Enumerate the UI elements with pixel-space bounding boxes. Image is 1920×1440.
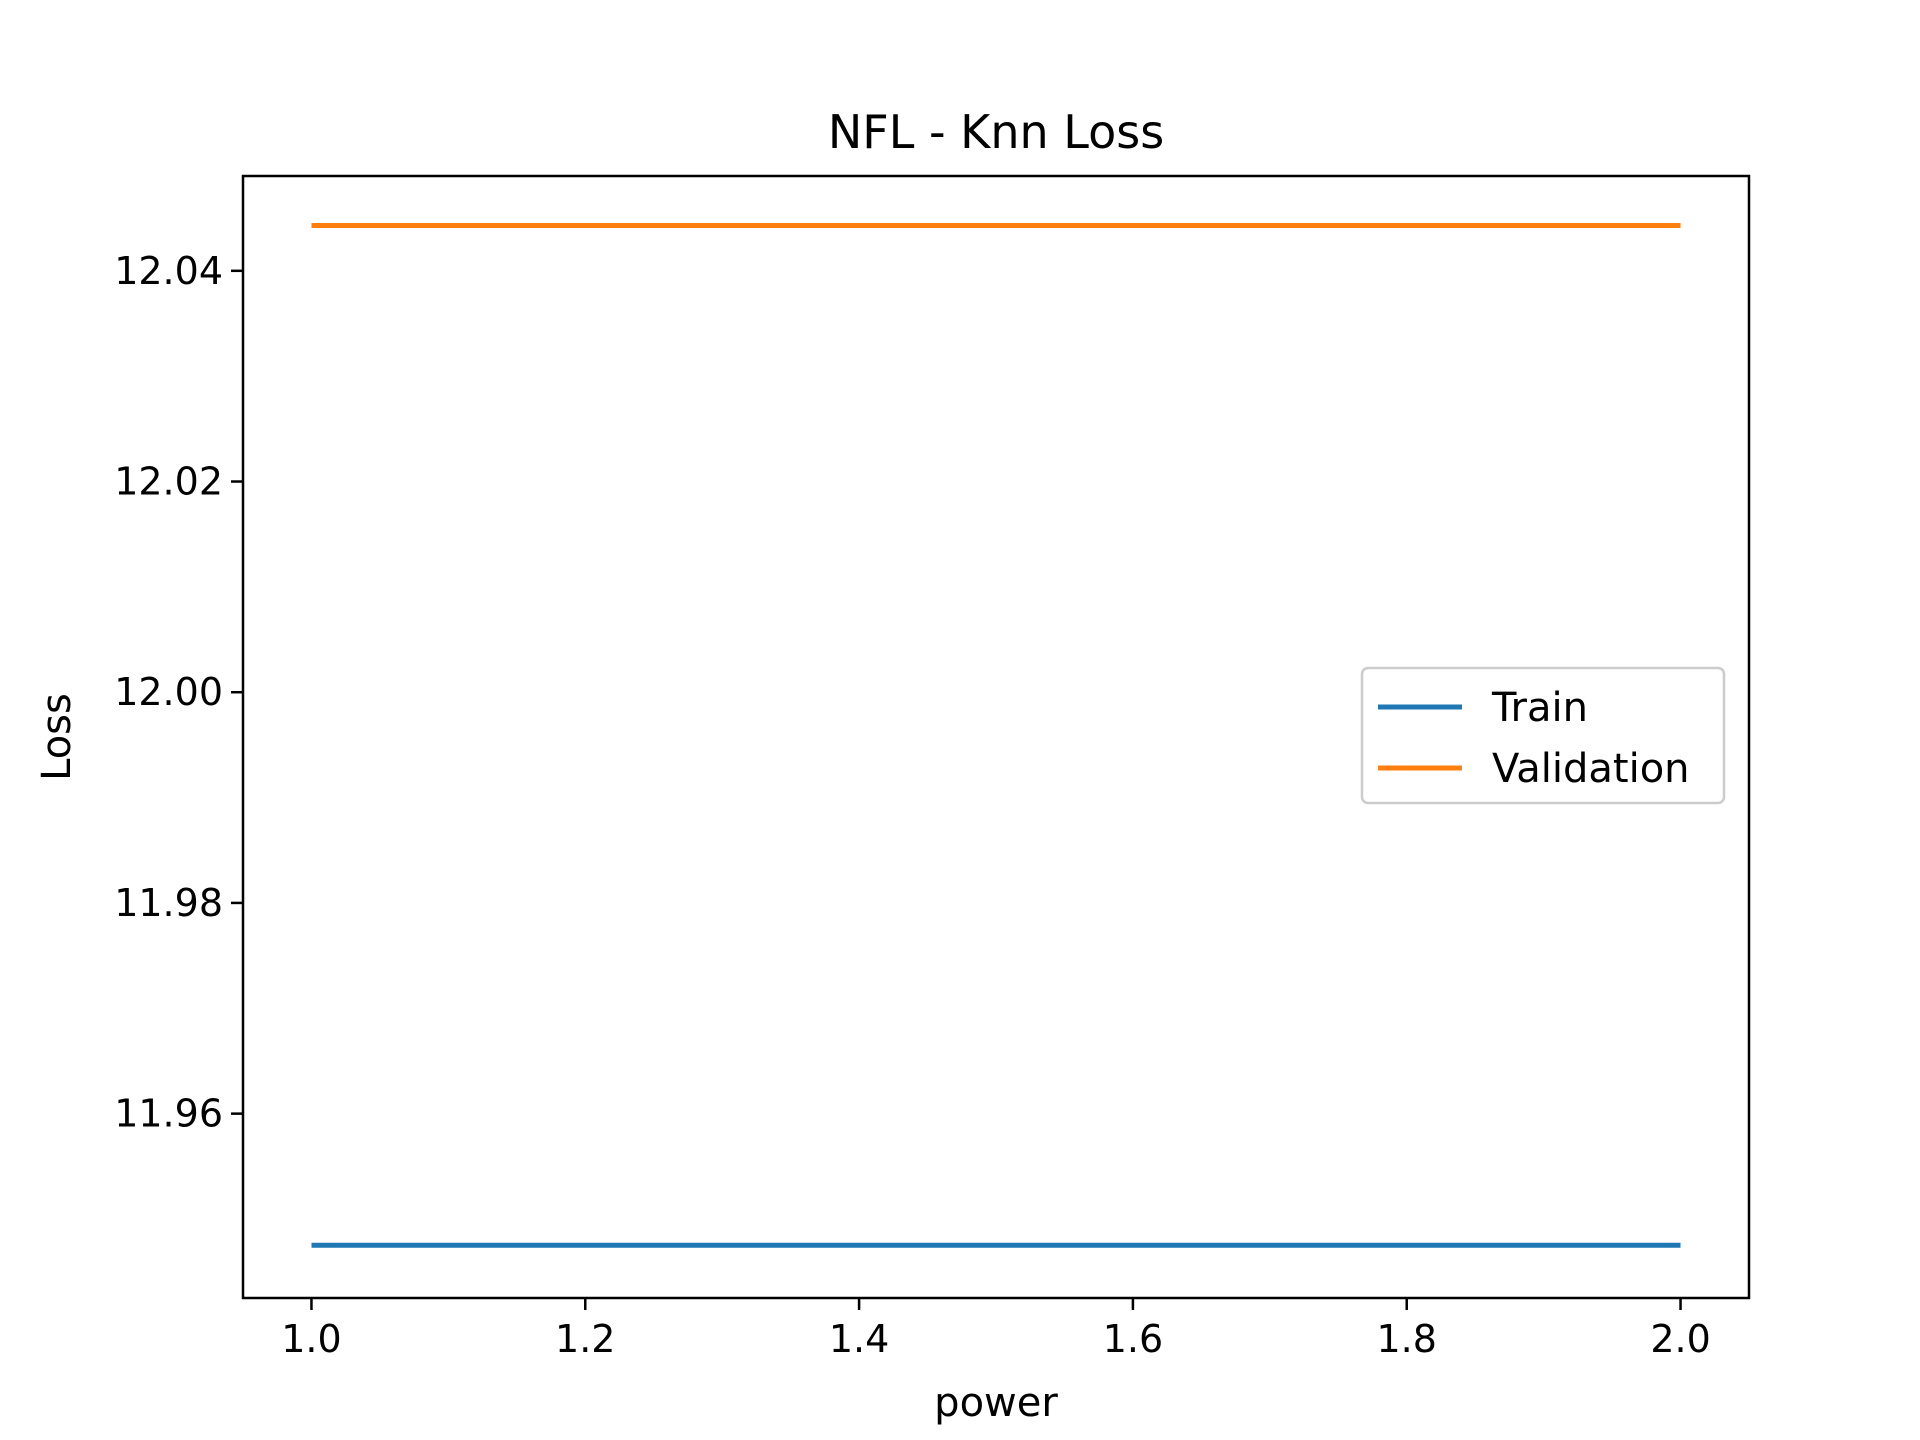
x-axis-ticks: 1.0 1.2 1.4 1.6 1.8 2.0: [281, 1298, 1711, 1361]
x-tick-label: 2.0: [1650, 1317, 1710, 1361]
y-tick-label: 12.00: [114, 670, 223, 714]
legend-label-train: Train: [1491, 685, 1588, 731]
y-tick-label: 11.96: [114, 1092, 223, 1136]
x-tick-label: 1.2: [555, 1317, 615, 1361]
x-axis-label: power: [934, 1380, 1058, 1426]
y-tick-label: 12.02: [114, 460, 223, 504]
plot-area: [311, 223, 1681, 1248]
y-tick-label: 11.98: [114, 881, 223, 925]
x-tick-label: 1.6: [1103, 1317, 1163, 1361]
legend-label-validation: Validation: [1492, 746, 1690, 792]
legend: Train Validation: [1360, 666, 1726, 805]
x-tick-label: 1.0: [281, 1317, 341, 1361]
y-axis-label: Loss: [34, 693, 80, 781]
y-axis-ticks: 11.96 11.98 12.00 12.02 12.04: [114, 249, 243, 1136]
chart-title: NFL - Knn Loss: [828, 105, 1164, 159]
axes-frame: [241, 174, 1751, 1300]
y-tick-label: 12.04: [114, 249, 223, 293]
x-tick-label: 1.4: [829, 1317, 889, 1361]
x-tick-label: 1.8: [1377, 1317, 1437, 1361]
